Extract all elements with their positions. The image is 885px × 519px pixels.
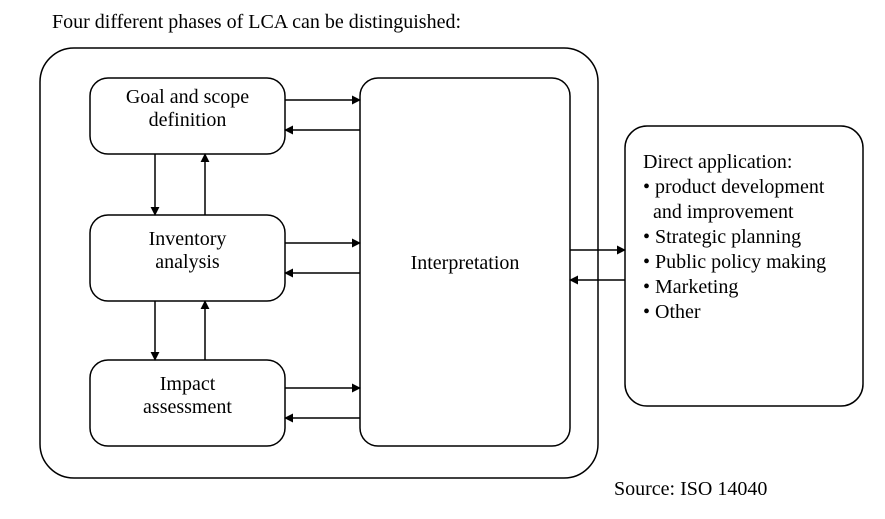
application-heading: Direct application: bbox=[643, 151, 792, 173]
application-bullet-0: • product development bbox=[643, 176, 825, 198]
application-bullet-0: and improvement bbox=[643, 201, 794, 223]
diagram-heading: Four different phases of LCA can be dist… bbox=[52, 11, 461, 33]
application-bullet-1: • Strategic planning bbox=[643, 226, 801, 248]
inventory-label: Inventoryanalysis bbox=[149, 228, 227, 273]
application-bullet-4: • Other bbox=[643, 301, 701, 323]
lca-diagram: Four different phases of LCA can be dist… bbox=[0, 0, 885, 519]
interpretation-label: Interpretation bbox=[411, 252, 520, 274]
application-bullet-2: • Public policy making bbox=[643, 251, 826, 273]
source-citation: Source: ISO 14040 bbox=[614, 478, 767, 500]
application-bullet-3: • Marketing bbox=[643, 276, 738, 298]
